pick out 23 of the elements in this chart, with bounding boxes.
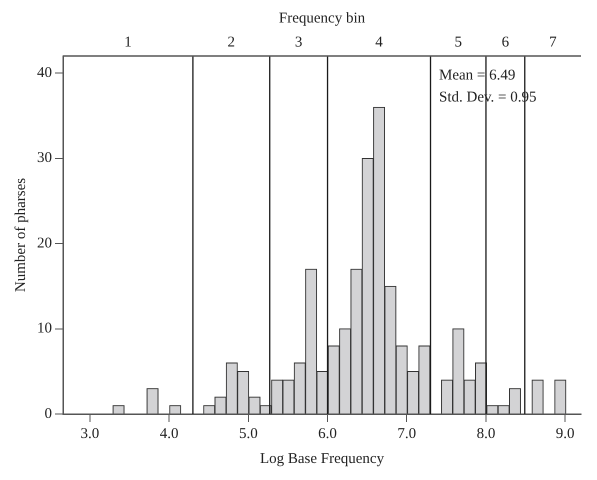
y-tick-label: 40 <box>37 64 52 81</box>
text: 2 <box>228 34 236 50</box>
x-tick-label: 6.0 <box>318 426 337 442</box>
y-axis-title: Number of pharses <box>12 178 29 292</box>
y-tick-label: 20 <box>37 235 52 252</box>
annotation: Mean = 6.49 <box>439 67 516 84</box>
text: 3 <box>294 34 302 50</box>
x2-axis-title: Frequency bin <box>278 10 366 26</box>
x-tick-label: 7.0 <box>397 426 416 442</box>
x-axis-title: Log Base Frequency <box>260 450 385 467</box>
x-tick-label: 3.0 <box>80 426 100 442</box>
text: 1 <box>124 34 132 50</box>
text: 6 <box>502 34 510 50</box>
text: 4 <box>375 34 384 50</box>
x-tick-label: 5.0 <box>238 426 258 442</box>
x-tick-label: 9.0 <box>556 426 575 442</box>
text: 7 <box>549 34 558 50</box>
y-tick-label: 10 <box>37 320 52 337</box>
x-tick-label: 8.0 <box>476 426 496 442</box>
text: 5 <box>454 34 462 50</box>
y-tick-label: 30 <box>37 150 52 166</box>
x-tick-label: 4.0 <box>160 426 179 442</box>
y-tick-label: 0 <box>44 406 52 422</box>
